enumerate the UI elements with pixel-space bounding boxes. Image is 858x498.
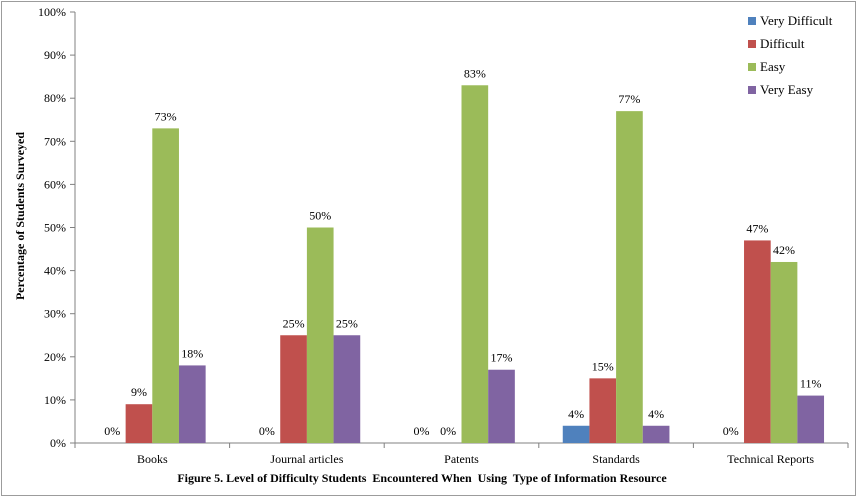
y-tick-label: 50%: [44, 221, 66, 235]
y-tick-label: 60%: [44, 177, 66, 191]
y-tick-label: 80%: [44, 91, 66, 105]
data-label-very-easy-technical-reports: 11%: [800, 377, 822, 391]
bar-easy-standards: [616, 111, 643, 443]
bar-difficult-technical-reports: [744, 240, 771, 443]
x-tick-label-patents: Patents: [444, 452, 479, 466]
data-label-easy-journal-articles: 50%: [309, 209, 331, 223]
bar-very-easy-standards: [642, 425, 670, 443]
data-label-easy-standards: 77%: [618, 92, 640, 106]
data-label-very-easy-journal-articles: 25%: [336, 316, 358, 330]
bar-very-easy-technical-reports: [797, 395, 825, 443]
y-tick-label: 30%: [44, 307, 66, 321]
bar-very-difficult-standards: [562, 425, 590, 443]
legend-swatch-easy: [748, 63, 756, 71]
bar-easy-technical-reports: [770, 261, 798, 443]
bar-difficult-books: [125, 404, 153, 443]
data-label-very-difficult-technical-reports: 0%: [723, 424, 739, 438]
y-tick-label: 70%: [44, 134, 66, 148]
x-tick-label-technical-reports: Technical Reports: [727, 452, 814, 466]
data-label-difficult-books: 9%: [131, 385, 147, 399]
bar-difficult-standards: [589, 378, 617, 443]
data-label-easy-books: 73%: [155, 109, 177, 123]
legend-label-very-easy: Very Easy: [760, 82, 814, 97]
y-tick-label: 0%: [50, 436, 66, 450]
data-label-difficult-patents: 0%: [440, 424, 456, 438]
bar-very-easy-books: [178, 365, 206, 443]
y-axis-ticks: 0% 10% 20% 30% 40% 50% 60% 70% 80% 90% 100%: [38, 5, 75, 450]
y-tick-label: 40%: [44, 264, 66, 278]
y-tick-label: 10%: [44, 393, 66, 407]
bar-difficult-journal-articles: [280, 335, 307, 443]
data-label-difficult-technical-reports: 47%: [746, 221, 768, 235]
y-axis-title: Percentage of Students Surveyed: [13, 132, 27, 300]
x-tick-label-journal-articles: Journal articles: [270, 452, 343, 466]
x-tick-label-standards: Standards: [592, 452, 640, 466]
figure-caption: Figure 5. Level of Difficulty Students E…: [177, 471, 667, 485]
data-label-very-difficult-patents: 0%: [413, 424, 429, 438]
data-label-very-difficult-standards: 4%: [568, 407, 584, 421]
legend-label-very-difficult: Very Difficult: [760, 13, 833, 28]
bar-very-easy-patents: [488, 369, 515, 443]
data-label-very-easy-standards: 4%: [648, 407, 664, 421]
data-label-very-difficult-journal-articles: 0%: [259, 424, 275, 438]
y-tick-label: 100%: [38, 5, 66, 19]
x-tick-label-books: Books: [137, 452, 168, 466]
legend-swatch-very-difficult: [748, 17, 756, 25]
data-label-very-difficult-books: 0%: [104, 424, 120, 438]
data-label-difficult-journal-articles: 25%: [283, 316, 305, 330]
y-tick-label: 90%: [44, 48, 66, 62]
data-label-very-easy-books: 18%: [181, 346, 203, 360]
legend-label-easy: Easy: [760, 59, 786, 74]
bar-easy-journal-articles: [306, 227, 334, 443]
legend-swatch-very-easy: [748, 86, 756, 94]
bar-very-easy-journal-articles: [333, 335, 361, 443]
bars: [125, 85, 825, 444]
legend: Very Difficult Difficult Easy Very Easy: [748, 13, 833, 97]
data-label-difficult-standards: 15%: [592, 359, 614, 373]
data-label-easy-patents: 83%: [464, 66, 486, 80]
x-axis-ticks: Books Journal articles Patents Standards Tec…: [74, 443, 849, 466]
bar-easy-patents: [461, 85, 489, 444]
data-label-very-easy-patents: 17%: [491, 351, 513, 365]
legend-label-difficult: Difficult: [760, 36, 805, 51]
data-label-easy-technical-reports: 42%: [773, 243, 795, 257]
bar-easy-books: [152, 128, 179, 443]
data-labels: 0% 0% 0% 4% 0% 9% 25% 0% 15% 47% 73% 50% 83% 77% 42% 18…: [104, 66, 821, 438]
legend-swatch-difficult: [748, 40, 756, 48]
y-tick-label: 20%: [44, 350, 66, 364]
